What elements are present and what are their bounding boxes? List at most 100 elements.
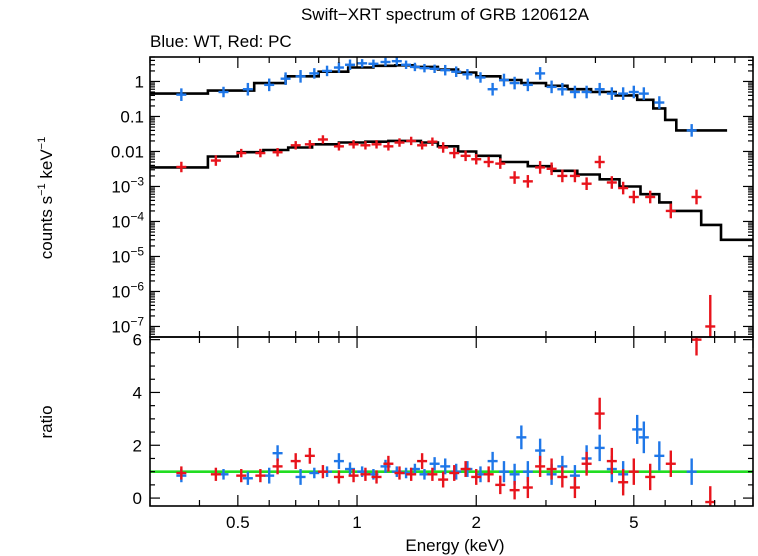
ratio-point [272,458,283,475]
ratio-point [516,425,527,450]
ratio-point [498,461,509,483]
ratio-point [449,465,460,481]
data-point [581,85,592,99]
ratio-point [417,453,428,470]
ratio-point [686,458,697,485]
chart-subtitle: Blue: WT, Red: PC [150,32,292,51]
data-point [409,62,420,72]
data-point [594,155,605,169]
data-point [495,158,506,169]
ratio-point [557,466,568,488]
data-point [638,87,649,100]
data-point [487,82,498,96]
top-panel-frame [149,56,754,338]
ratio-point [471,469,482,485]
bottom-y-tick-label: 2 [133,436,142,455]
data-point [176,88,187,101]
data-point [218,86,229,98]
data-point [429,64,440,74]
ratio-point [264,467,275,484]
data-point [440,64,451,76]
model-line-top-1 [150,139,753,242]
data-point [483,156,494,168]
ratio-point [383,455,394,472]
data-point [322,65,333,77]
data-point [383,142,394,151]
data-point [317,135,328,144]
data-point [618,181,629,195]
x-tick-label: 1 [352,513,361,532]
top-y-tick-label: 1 [135,72,144,91]
ratio-point [594,434,605,462]
ratio-point [440,458,451,475]
data-point [236,148,247,158]
ratio-point [210,467,221,481]
data-point [705,294,716,337]
top-y-tick-label: 10−3 [111,174,144,196]
data-point [557,82,568,96]
y-label-text: keV [37,149,56,184]
ratio-point [427,467,438,481]
top-y-tick-label: 10−7 [111,314,144,336]
top-y-tick-label: 10−5 [111,244,144,266]
ratio-point [645,463,656,491]
ratio-point [317,465,328,479]
data-point [628,85,639,99]
data-point [391,57,402,66]
ratio-point [487,451,498,471]
data-point [618,87,629,100]
data-point [304,140,315,149]
data-point [645,190,656,204]
ratio-point [255,469,266,483]
data-point [333,62,344,73]
data-point [406,136,417,146]
data-point [686,124,697,137]
data-point [546,80,557,94]
data-point [557,169,568,183]
data-point [360,141,371,150]
ratio-point [371,470,382,484]
top-y-tick-label: 10−4 [111,209,144,231]
data-point [509,76,520,90]
bottom-y-tick-label: 6 [133,331,142,350]
ratio-point [606,447,617,475]
data-point [628,190,639,204]
x-tick-label: 0.5 [226,513,250,532]
top-y-tick-label: 0.1 [120,107,144,126]
data-point [569,85,580,99]
data-point [471,153,482,165]
ratio-point [176,466,187,480]
y-label-exponent: −1 [36,137,48,150]
data-point [309,68,320,79]
ratio-point [546,458,557,480]
ratio-point [304,447,315,464]
data-point [522,78,533,92]
data-point [449,147,460,159]
ratio-point [460,461,471,477]
ratio-point [394,466,405,480]
data-point [176,161,187,173]
data-point [460,150,471,162]
ratio-point [522,476,533,499]
bottom-panel: 0 2 4 6 0.5 1 2 5 [133,331,754,532]
ratio-point [290,453,301,470]
ratio-point [495,475,506,495]
data-point [535,161,546,174]
x-tick-label: 2 [472,513,481,532]
data-point [665,203,676,219]
data-point [380,57,391,67]
ratio-point [618,469,629,496]
data-point [546,162,557,176]
data-point [691,189,702,205]
x-tick-label: 5 [629,513,638,532]
ratio-point [638,421,649,454]
top-y-tick-label: 10−6 [111,279,144,301]
bottom-y-tick-label: 4 [133,383,142,402]
ratio-point [429,457,440,471]
data-point [394,138,405,147]
top-panel: 1 0.1 0.01 10−3 10−4 10−5 10−6 10−7 [111,56,754,338]
data-point [295,70,306,83]
ratio-point [242,471,253,485]
data-point [569,169,580,183]
